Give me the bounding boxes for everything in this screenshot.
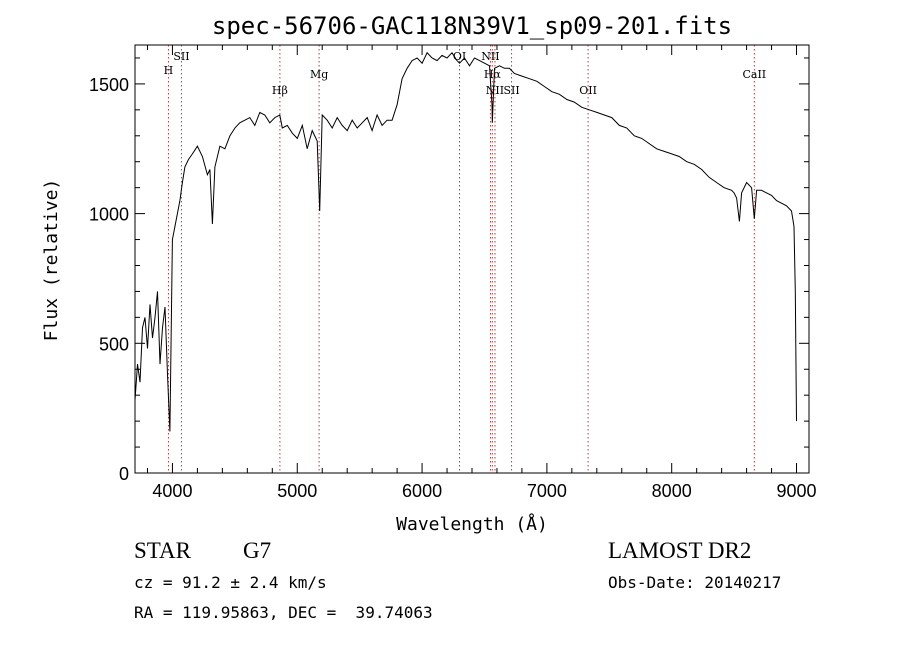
x-tick-label: 9000	[776, 481, 816, 501]
y-tick-label: 0	[119, 464, 129, 484]
y-tick-label: 1000	[89, 205, 129, 225]
redshift-text: cz = 91.2 ± 2.4 km/s	[134, 573, 327, 592]
y-tick-label: 1500	[89, 75, 129, 95]
survey-name: LAMOST DR2	[608, 538, 752, 563]
y-axis-ticks: 0 500 1000 1500	[89, 57, 809, 484]
line-marker-label: NII	[486, 84, 504, 97]
x-tick-label: 8000	[652, 481, 692, 501]
chart-title: spec-56706-GAC118N39V1_sp09-201.fits	[212, 12, 732, 40]
y-tick-label: 500	[99, 334, 129, 354]
x-axis-label: Wavelength (Å)	[396, 513, 548, 535]
plot-frame	[134, 44, 810, 474]
line-marker-label: Hα	[484, 68, 502, 81]
x-tick-label: 7000	[527, 481, 567, 501]
x-tick-label: 5000	[277, 481, 317, 501]
line-marker-label: H	[164, 64, 174, 77]
line-marker-label: Mg	[310, 68, 328, 81]
object-type: STAR	[134, 538, 191, 563]
line-marker-label: Hβ	[272, 84, 288, 97]
y-axis-label: Flux (relative)	[41, 179, 62, 342]
x-tick-label: 6000	[402, 481, 442, 501]
spectrum-line	[134, 51, 797, 432]
line-marker-label: SII	[173, 50, 189, 63]
line-marker-label: NII	[481, 50, 499, 63]
coordinates-text: RA = 119.95863, DEC = 39.74063	[134, 603, 433, 622]
line-marker-label: CaII	[742, 68, 766, 81]
object-subclass: G7	[243, 538, 272, 563]
x-axis-ticks: 4000 5000 6000 7000 8000 9000	[146, 45, 817, 501]
line-marker-label: SII	[503, 84, 519, 97]
line-marker-label: OII	[579, 84, 597, 97]
spectrum-chart: spec-56706-GAC118N39V1_sp09-201.fits HSI…	[41, 12, 817, 535]
x-tick-label: 4000	[152, 481, 192, 501]
obs-date-text: Obs-Date: 20140217	[608, 573, 782, 592]
